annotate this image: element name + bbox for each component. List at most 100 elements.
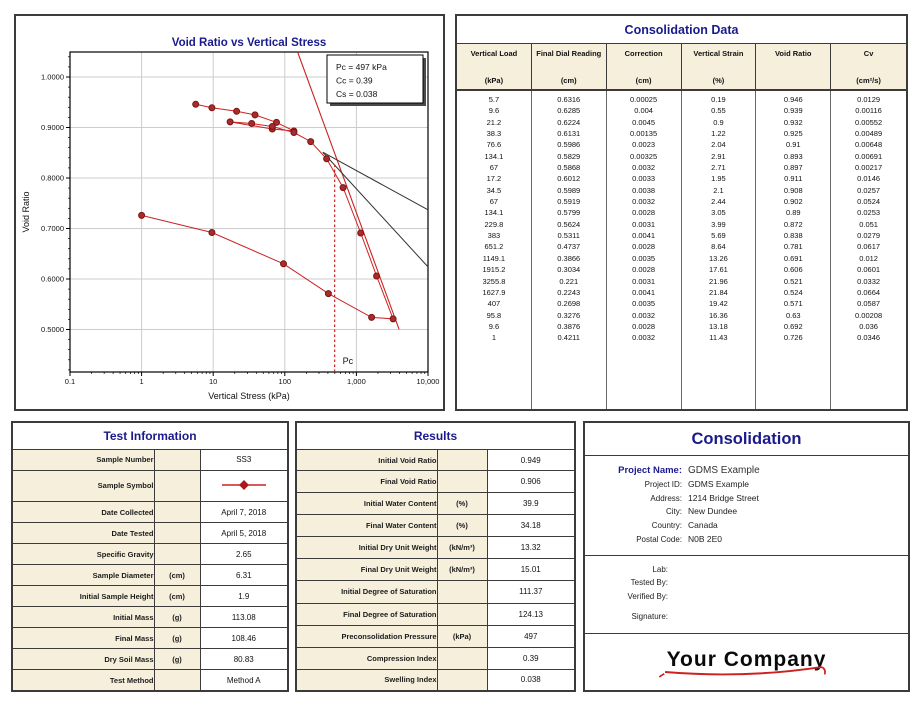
row-value: 15.01 [486, 558, 574, 582]
row-label: Date Tested [13, 522, 154, 545]
row-value: 108.46 [199, 627, 287, 650]
table-cell: 0.3876 [557, 321, 581, 331]
table-row: Initial Dry Unit Weight (kN/m³) 13.32 [297, 536, 574, 560]
table-cell: 0.6224 [557, 117, 581, 127]
table-cell: 67 [489, 163, 499, 173]
data-point-marker [339, 184, 347, 192]
row-label: Final Degree of Saturation [297, 603, 437, 626]
table-row: Swelling Index 0.038 [297, 669, 574, 690]
table-cell: 0.5989 [557, 185, 581, 195]
row-units: (%) [436, 492, 487, 516]
test-information-panel: Test Information Sample Number SS3 Sample … [11, 421, 289, 692]
lab-field: Tested By: [591, 576, 902, 590]
table-cell: 0.00325 [630, 151, 658, 161]
project-field: City: New Dundee [591, 505, 902, 519]
field-label: Address: [650, 493, 682, 503]
lab-field: Lab: [591, 563, 902, 577]
table-cell: 0.0346 [857, 333, 881, 343]
table-cell: 0.0031 [632, 276, 656, 286]
svg-text:1.0000: 1.0000 [41, 72, 64, 81]
table-cell: 0.2698 [557, 299, 581, 309]
svg-text:Vertical Stress (kPa): Vertical Stress (kPa) [208, 391, 290, 401]
table-cell: 0.004 [634, 106, 653, 116]
table-column: 0.00025 0.004 0.0045 0.00135 0.0023 0.00325 0.… [607, 91, 682, 409]
row-units [436, 647, 487, 670]
table-cell: 67 [489, 197, 499, 207]
table-cell: 0.5919 [557, 197, 581, 207]
results-title: Results [297, 423, 574, 450]
table-cell: 0.6012 [557, 174, 581, 184]
company-logo-section: Your Company [585, 634, 908, 690]
row-value: SS3 [199, 450, 287, 471]
row-units [436, 603, 487, 626]
project-field: Project ID: GDMS Example [591, 478, 902, 492]
table-cell: 0.0028 [632, 321, 656, 331]
table-cell: 2.91 [711, 151, 726, 161]
svg-text:Void Ratio: Void Ratio [21, 191, 31, 232]
row-value: 80.83 [199, 648, 287, 671]
svg-text:0.6000: 0.6000 [41, 274, 64, 283]
results-table: Initial Void Ratio 0.949 Final Void Ratio 0… [297, 450, 574, 690]
field-label: Country: [651, 521, 682, 531]
data-point-marker [324, 290, 332, 298]
row-value: 0.038 [486, 669, 574, 690]
table-cell: 1.95 [711, 174, 726, 184]
table-cell: 0.00116 [855, 106, 882, 116]
table-cell: 0.00552 [855, 117, 883, 127]
table-cell: 229.8 [484, 219, 504, 229]
svg-text:0.7000: 0.7000 [41, 224, 64, 233]
table-cell: 0.0257 [857, 185, 881, 195]
row-value: 497 [486, 625, 574, 648]
table-cell: 0.0587 [857, 299, 881, 309]
table-cell: 19.42 [709, 299, 728, 309]
table-column: 0.6316 0.6285 0.6224 0.6131 0.5986 0.5829 0.58… [532, 91, 607, 409]
table-row: Final Degree of Saturation 124.13 [297, 603, 574, 626]
table-cell: 1149.1 [482, 253, 506, 263]
table-cell: 13.26 [709, 253, 728, 263]
row-value: 0.39 [486, 647, 574, 670]
table-cell: 0.63 [785, 310, 801, 320]
row-units: (kN/m³) [436, 558, 487, 582]
table-cell: 0.571 [783, 299, 803, 309]
svg-text:100: 100 [279, 377, 292, 386]
table-cell: 0.3276 [557, 310, 581, 320]
table-cell: 8.64 [711, 242, 726, 252]
table-row: Compression Index 0.39 [297, 647, 574, 670]
row-label: Initial Water Content [297, 492, 437, 516]
table-cell: 0.0279 [857, 231, 881, 241]
row-label: Initial Sample Height [13, 585, 154, 608]
row-label: Dry Soil Mass [13, 648, 154, 671]
table-cell: 0.0028 [632, 208, 656, 218]
svg-text:0.5000: 0.5000 [41, 325, 64, 334]
table-cell: 0.5311 [557, 231, 580, 241]
table-cell: 0.911 [784, 174, 803, 184]
table-cell: 11.43 [709, 333, 728, 343]
table-cell: 0.0253 [857, 208, 881, 218]
table-cell: 5.7 [488, 95, 500, 104]
table-cell: 0.0035 [632, 253, 656, 263]
table-cell: 0.939 [783, 106, 803, 116]
table-row: Final Water Content (%) 34.18 [297, 514, 574, 538]
table-cell: 0.19 [711, 95, 726, 104]
row-units: (cm) [153, 585, 200, 608]
table-cell: 2.04 [711, 140, 726, 150]
table-cell: 0.051 [859, 219, 878, 229]
table-row: Final Void Ratio 0.906 [297, 470, 574, 494]
row-value: 0.949 [486, 450, 574, 472]
row-label: Specific Gravity [13, 543, 154, 566]
table-cell: 1.22 [711, 129, 726, 139]
field-value: GDMS Example [688, 465, 760, 476]
table-cell: 0.0032 [632, 310, 656, 320]
table-cell: 0.5986 [557, 140, 581, 150]
table-cell: 0.0601 [857, 265, 881, 275]
table-cell: 3255.8 [482, 276, 506, 286]
table-cell: 0.0038 [632, 185, 656, 195]
table-cell: 651.2 [484, 242, 504, 252]
row-label: Preconsolidation Pressure [297, 625, 437, 648]
row-value: 2.65 [199, 543, 287, 566]
table-row: Initial Void Ratio 0.949 [297, 450, 574, 472]
svg-text:Pc: Pc [343, 356, 354, 366]
consolidation-data-rows: 5.7 9.6 21.2 38.3 76.6 134.1 67 17.2 34.5 67 134.1… [457, 91, 906, 409]
table-cell: 0.0023 [632, 140, 656, 150]
